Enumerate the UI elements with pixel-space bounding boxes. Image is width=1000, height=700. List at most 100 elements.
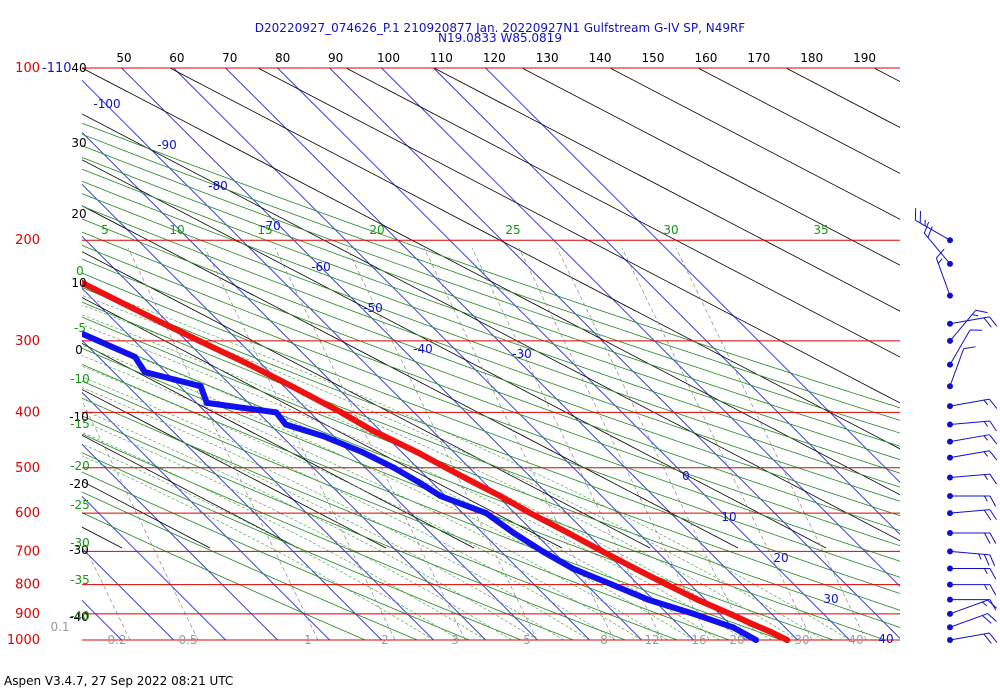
pressure-label: 200 [15,233,40,248]
dry-adiabat-lines [82,122,900,641]
moist-adiabat-line [82,376,616,641]
isotherm-line [485,68,900,484]
isotherm-line [82,131,590,641]
isotherm-line [82,495,226,641]
moist-adiabat-line [82,324,746,641]
wind-barb-flag [983,584,988,591]
height-line [257,68,900,404]
mixing-ratio-line [675,247,867,641]
moist-adiabat-label: 0 [76,264,84,278]
wind-barb-flag [923,221,930,234]
wind-barb [947,329,983,368]
wind-barb [947,450,998,461]
dry-adiabat-line [82,301,900,611]
mixing-ratio-label: 20 [729,633,744,647]
top-axis-tick-label: 110 [430,51,453,65]
dry-adiabat-label: 5 [101,223,109,237]
wind-barb-flag [963,346,976,350]
wind-barb [914,208,953,244]
wind-barb-flag [989,568,997,580]
sounding-trace [82,279,791,643]
wind-barb [947,434,998,445]
wind-barb-flag [989,584,997,596]
sounding-point [10,307,16,313]
top-axis-tick-label: 160 [694,51,717,65]
wind-barb-staff [949,348,965,387]
wind-barb [947,398,998,410]
moist-adiabat-label: -15 [70,417,90,431]
wind-barb-flag [983,532,991,544]
moist-adiabat-line [82,365,642,641]
dry-adiabat-line [82,452,522,641]
isotherm-line [82,79,642,641]
wind-barb-flag [989,554,996,567]
wind-barb-flag [983,495,988,502]
pressure-label: 500 [15,461,40,476]
height-line [169,68,900,450]
wind-barb [923,221,953,267]
wind-barb-flag [978,553,982,560]
moist-adiabat-line [82,314,772,641]
moist-adiabat-label: -20 [70,459,90,473]
dry-adiabat-line [82,168,900,461]
wind-barb [947,473,997,485]
mixing-ratio-label: 0.5 [178,633,197,647]
wind-barb-staff [949,420,990,425]
pressure-label: 800 [15,578,40,593]
pressure-label: 900 [15,607,40,622]
left-axis-tick-label: 30 [71,136,86,150]
dry-adiabat-label: 15 [257,223,272,237]
isotherm-line [173,68,746,641]
wind-barb-staff [949,434,990,443]
isotherm-line [381,68,900,588]
mixing-ratio-line [82,540,131,641]
sounding-point [726,610,733,617]
sounding-point [196,337,203,344]
top-axis-tick-label: 120 [483,51,506,65]
wind-barb [947,548,996,567]
isotherm-lines [82,68,900,641]
dry-adiabat-line [82,380,730,641]
top-axis-tick-label: 90 [328,51,343,65]
sounding-point [437,493,444,499]
dry-adiabat-line [82,272,900,578]
chart-title: D20220927_074626_P.1 210920877 Jan. 2022… [254,21,746,35]
pressure-label: 700 [15,544,40,559]
top-axis-tick-label: 150 [642,51,665,65]
isotherm-line [82,391,330,641]
wind-barb-flag [989,450,998,461]
wind-barb [947,309,988,344]
sounding-point [369,427,376,434]
sounding-point [632,565,639,572]
height-lines [82,68,900,549]
sounding-point [753,637,759,643]
mixing-ratio-line [621,247,813,641]
top-left-label: -110 [42,61,72,76]
isotherm-line [82,235,486,641]
wind-barb-staff [949,450,990,459]
moist-adiabat-label: -5 [74,321,86,335]
chart-footer: Aspen V3.4.7, 27 Sep 2022 08:21 UTC [4,674,234,688]
isotherm-label: -60 [311,260,331,274]
left-axis-tick-label: -20 [69,477,89,491]
height-line [697,68,900,174]
wind-barb [947,565,997,580]
dry-adiabat-line [82,332,886,641]
wind-barb-flag [983,474,989,480]
sounding-point [161,320,168,327]
dry-adiabat-line [82,205,900,502]
mixing-ratio-label: 1 [304,633,312,647]
left-axis-tick-label: 0 [75,343,83,357]
sounding-point [768,629,775,636]
dry-adiabat-line [82,316,900,628]
sounding-point [527,510,534,517]
top-axis-tick-label: 170 [747,51,770,65]
sounding-point [131,353,138,360]
top-axis-tick-label: 70 [222,51,237,65]
left-axis-tick-label: -40 [69,610,89,624]
mixing-ratio-line [204,247,396,641]
wind-barb [947,529,997,544]
mixing-ratio-line [471,247,663,641]
left-axis-tick-label: 10 [71,276,86,290]
